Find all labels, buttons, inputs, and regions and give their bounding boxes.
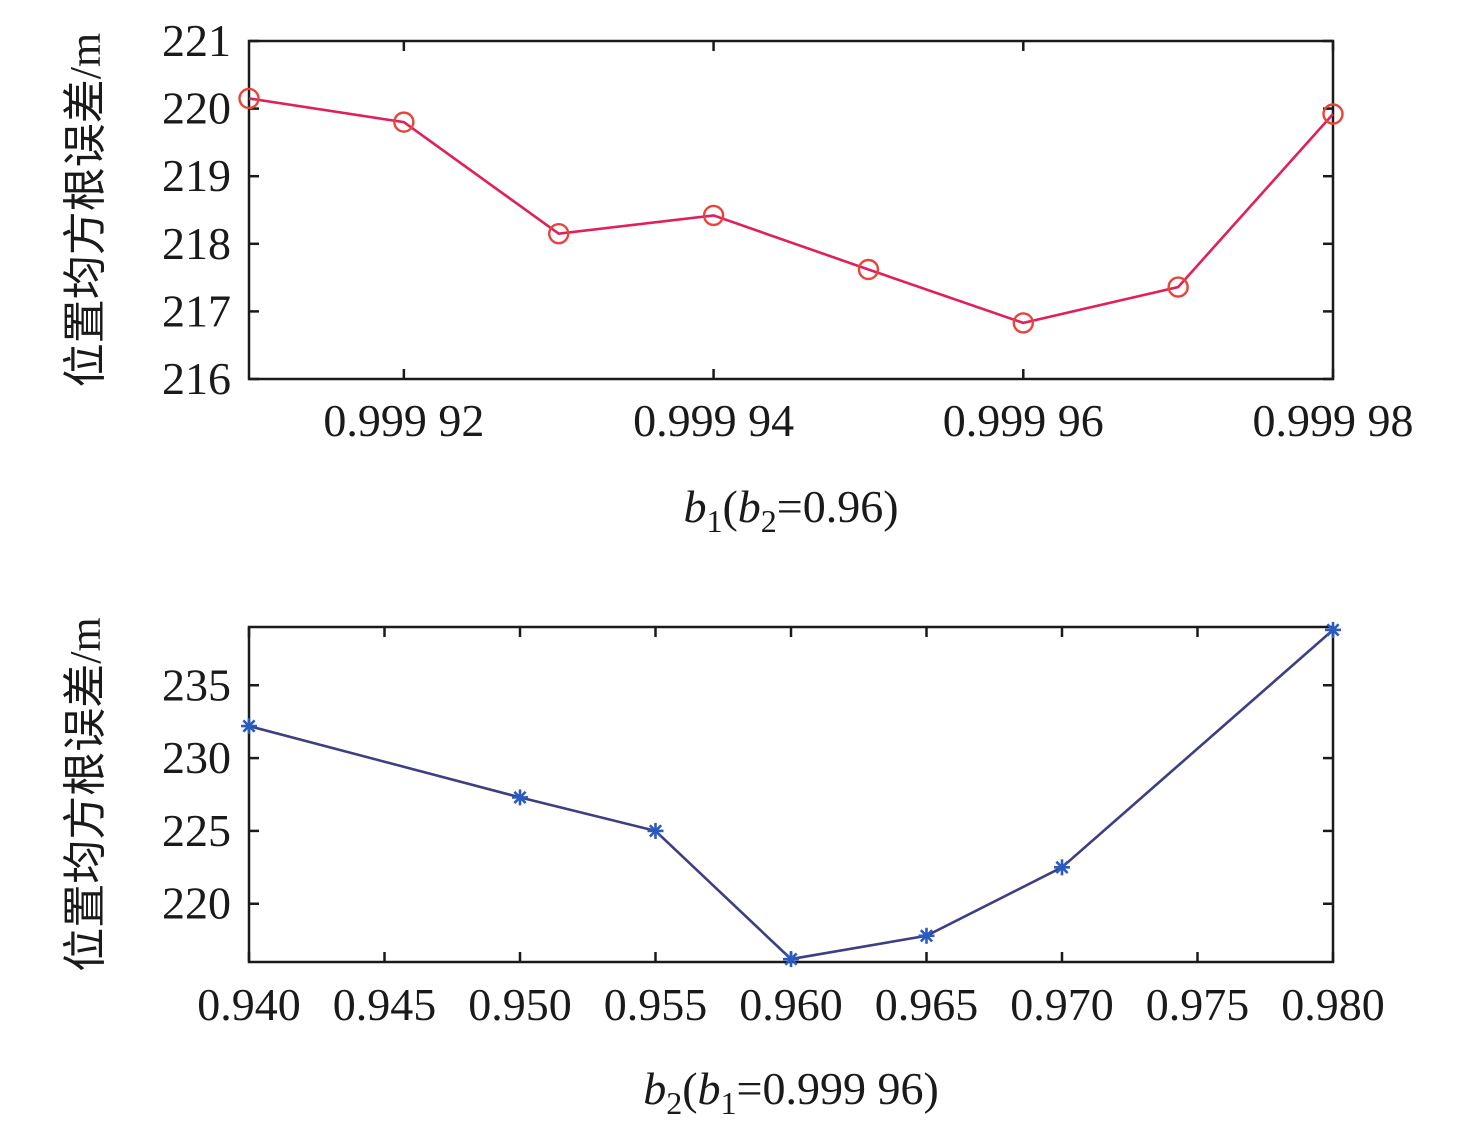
y-tick-label: 221 — [162, 15, 231, 66]
y-tick-label: 218 — [162, 218, 231, 269]
data-point — [1167, 276, 1189, 298]
y-tick-label: 225 — [162, 805, 231, 856]
plot-frame — [247, 625, 1335, 964]
data-point — [647, 822, 664, 839]
series-line — [248, 628, 1334, 961]
y-tick-label: 230 — [162, 732, 231, 783]
data-point — [702, 204, 725, 227]
plot-frame — [247, 39, 1335, 381]
x-tick-label: 0.960 — [739, 979, 843, 1030]
x-tick-label: 0.999 94 — [633, 395, 794, 446]
x-tick-label: 0.950 — [468, 979, 572, 1030]
y-tick-label: 220 — [162, 83, 231, 134]
x-tick-label: 0.955 — [604, 979, 708, 1030]
x-axis-label-cond-value: =0.999 96) — [737, 1063, 939, 1114]
data-point — [1322, 103, 1344, 125]
data-point — [1054, 859, 1070, 876]
x-tick-label: 0.975 — [1146, 979, 1250, 1030]
x-tick-label: 0.965 — [875, 979, 979, 1030]
data-point — [393, 111, 415, 133]
data-point — [238, 87, 260, 110]
y-tick-label: 219 — [162, 150, 231, 201]
series-line — [248, 97, 1334, 325]
x-tick-label: 0.940 — [197, 979, 301, 1030]
x-axis-label-main-sub: 2 — [666, 1085, 682, 1121]
x-tick-label: 0.945 — [333, 979, 437, 1030]
y-tick-label: 220 — [162, 878, 231, 929]
x-axis-label-cond: b — [738, 481, 761, 532]
x-axis-label-cond-sub: 1 — [721, 1085, 737, 1121]
data-point — [241, 718, 257, 735]
x-axis-label: b1(b2=0.96) — [683, 481, 898, 539]
x-axis-label: b2(b1=0.999 96) — [643, 1063, 939, 1121]
x-tick-label: 0.970 — [1010, 979, 1114, 1030]
x-tick-label: 0.999 96 — [943, 395, 1104, 446]
x-axis-label-cond-sub: 2 — [761, 503, 777, 539]
y-tick-label: 217 — [162, 285, 231, 336]
data-point — [548, 222, 570, 245]
x-tick-label: 0.980 — [1281, 979, 1385, 1030]
x-axis-label-cond: b — [698, 1063, 721, 1114]
x-axis-label-main-sub: 1 — [706, 503, 722, 539]
data-point — [1325, 621, 1341, 638]
data-point — [512, 789, 528, 806]
data-point — [1012, 312, 1034, 334]
x-axis-label-cond-value: =0.96) — [777, 481, 899, 532]
x-tick-label: 0.999 98 — [1253, 395, 1414, 446]
x-tick-label: 0.999 92 — [323, 395, 484, 446]
y-tick-label: 216 — [162, 353, 231, 404]
x-axis-label-paren-open: ( — [682, 1063, 697, 1114]
top-chart: 216 217 218 219 220 221 0.999 92 0.999 94 0.999 … — [61, 15, 1414, 539]
y-tick-label: 235 — [162, 659, 231, 710]
y-axis-label: 位置均方根误差/m — [61, 33, 110, 387]
data-point — [783, 951, 799, 968]
x-axis-label-main: b — [643, 1063, 666, 1114]
data-point — [918, 927, 935, 944]
x-axis-label-main: b — [683, 481, 706, 532]
bottom-chart: 220 225 230 235 0.940 0.945 0.950 0.955 0.960 0.9… — [61, 617, 1385, 1121]
y-axis-label: 位置均方根误差/m — [61, 617, 110, 971]
data-point — [857, 258, 880, 281]
x-axis-label-paren-open: ( — [722, 481, 737, 532]
